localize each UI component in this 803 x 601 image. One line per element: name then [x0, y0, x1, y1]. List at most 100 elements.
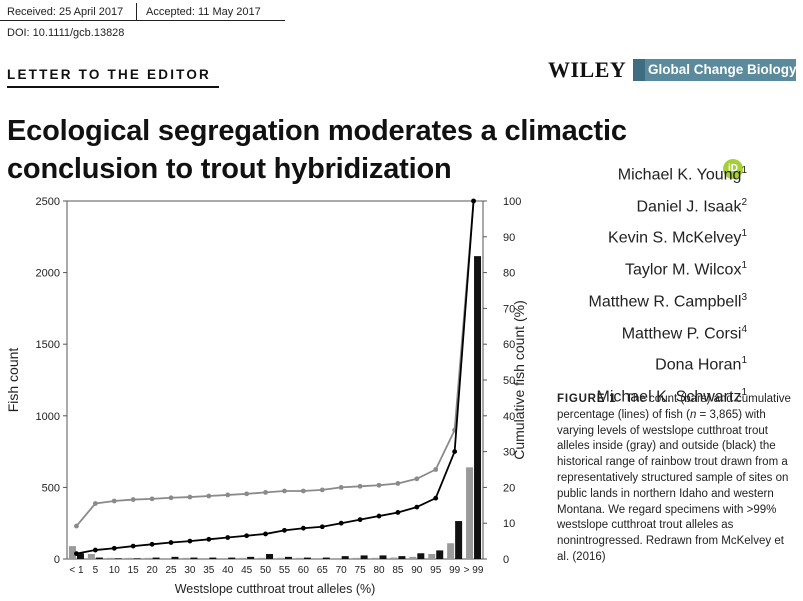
- x-tick-label: 25: [165, 565, 177, 576]
- point-outside: [111, 545, 117, 551]
- bar-inside: [258, 557, 266, 559]
- point-inside: [263, 490, 268, 495]
- bar-outside: [360, 555, 368, 559]
- x-tick-label: > 99: [464, 565, 484, 576]
- received-date: Received: 25 April 2017: [7, 6, 124, 18]
- x-tick-label: 55: [279, 565, 291, 576]
- journal-banner[interactable]: Global Change Biology: [633, 59, 796, 81]
- figure-caption: FIGURE 1 The count (bars) and cumulative…: [557, 393, 791, 563]
- point-outside: [244, 533, 250, 539]
- point-outside: [452, 449, 458, 454]
- author-item[interactable]: Taylor M. Wilcox1: [624, 260, 747, 279]
- bar-inside: [163, 558, 171, 559]
- bar-inside: [314, 558, 322, 559]
- author-list: Michael K. Young1 Daniel J. Isaak2 Kevin…: [588, 157, 747, 411]
- section-rule: [7, 86, 219, 88]
- point-outside: [74, 551, 79, 557]
- point-outside: [338, 520, 344, 526]
- figure-label: FIGURE 1: [557, 393, 617, 405]
- y2-tick-label: 80: [503, 268, 515, 280]
- bar-outside: [76, 553, 84, 559]
- point-inside: [433, 467, 439, 472]
- y2-tick-label: 90: [503, 232, 515, 244]
- bar-inside: [201, 558, 209, 559]
- author-item[interactable]: Dona Horan1: [655, 355, 747, 374]
- bar-outside: [190, 557, 198, 559]
- accepted-date: Accepted: 11 May 2017: [146, 6, 261, 18]
- y-tick-label: 0: [54, 554, 60, 566]
- publisher-logo[interactable]: WILEY: [548, 57, 627, 82]
- bar-outside: [95, 557, 103, 559]
- bar-outside: [228, 557, 236, 559]
- x-tick-label: 20: [147, 565, 159, 576]
- bar-outside: [133, 558, 141, 559]
- bar-outside: [114, 558, 122, 559]
- x-tick-label: 40: [222, 565, 234, 576]
- journal-name: Global Change Biology: [648, 62, 796, 77]
- bar-outside: [341, 556, 349, 559]
- x-tick-label: 65: [317, 565, 329, 576]
- x-tick-label: 60: [298, 565, 310, 576]
- header-rule: [0, 20, 285, 21]
- bar-outside: [303, 557, 311, 559]
- point-inside: [111, 498, 117, 504]
- bar-inside: [352, 557, 360, 559]
- author-item[interactable]: Kevin S. McKelvey1: [608, 228, 747, 247]
- y2-tick-label: 40: [503, 411, 515, 423]
- figure-chart: 0 500 1000 1500 2000 2500 0 10 20 30 40 50 60 70 80 90 1…: [5, 196, 527, 596]
- y2-tick-label: 70: [503, 303, 515, 315]
- x-tick-label: < 1: [69, 565, 84, 576]
- y2-tick-label: 30: [503, 447, 515, 459]
- orcid-icon[interactable]: iD: [723, 159, 743, 179]
- bar-inside: [276, 557, 284, 559]
- bar-outside: [436, 550, 444, 559]
- point-inside: [244, 491, 250, 497]
- bar-outside: [379, 555, 387, 559]
- bar-inside: [182, 557, 190, 559]
- author-item[interactable]: Michael K. Schwartz1: [596, 387, 748, 406]
- y2-axis-title: Cumulative fish count (%): [511, 300, 527, 460]
- author-item[interactable]: Michael K. Young1: [617, 165, 747, 184]
- bar-outside: [152, 557, 160, 559]
- point-inside: [149, 496, 155, 502]
- point-outside: [263, 531, 268, 537]
- bar-outside: [266, 553, 274, 559]
- point-inside: [395, 481, 401, 486]
- y-tick-label: 1500: [36, 339, 60, 351]
- x-tick-label: 75: [355, 565, 367, 576]
- bar-inside: [447, 543, 455, 559]
- point-inside: [225, 492, 231, 498]
- bar-outside: [171, 556, 179, 559]
- y-axis-title: Fish count: [5, 348, 21, 413]
- point-outside: [300, 525, 306, 531]
- author-item[interactable]: Daniel J. Isaak2: [636, 196, 748, 216]
- point-inside: [206, 493, 212, 499]
- line-inside-cumulative: [75, 200, 475, 527]
- x-tick-label: 35: [203, 565, 215, 576]
- author-item[interactable]: Matthew R. Campbell3: [588, 291, 747, 311]
- author-item[interactable]: Matthew P. Corsi4: [621, 323, 747, 342]
- point-outside: [433, 495, 439, 501]
- x-tick-label: 85: [392, 565, 404, 576]
- point-inside: [414, 476, 420, 482]
- bar-outside: [322, 557, 330, 559]
- header-separator: [136, 3, 137, 20]
- x-tick-label: 50: [260, 565, 272, 576]
- bar-outside: [284, 556, 292, 559]
- point-inside: [92, 501, 98, 506]
- x-tick-label: 45: [241, 565, 253, 576]
- bar-inside: [220, 558, 228, 559]
- point-inside: [74, 523, 79, 529]
- point-inside: [319, 487, 325, 493]
- y-tick-label: 2500: [36, 196, 60, 208]
- x-tick-label: 15: [128, 565, 140, 576]
- bar-inside: [390, 557, 398, 559]
- y-tick-label: 500: [42, 482, 60, 494]
- point-outside: [395, 510, 401, 515]
- bar-inside: [106, 557, 114, 559]
- y2-tick-label: 50: [503, 375, 515, 387]
- point-outside: [414, 504, 420, 510]
- doi[interactable]: DOI: 10.1111/gcb.13828: [7, 27, 125, 39]
- point-inside: [282, 488, 287, 494]
- point-outside: [357, 517, 363, 523]
